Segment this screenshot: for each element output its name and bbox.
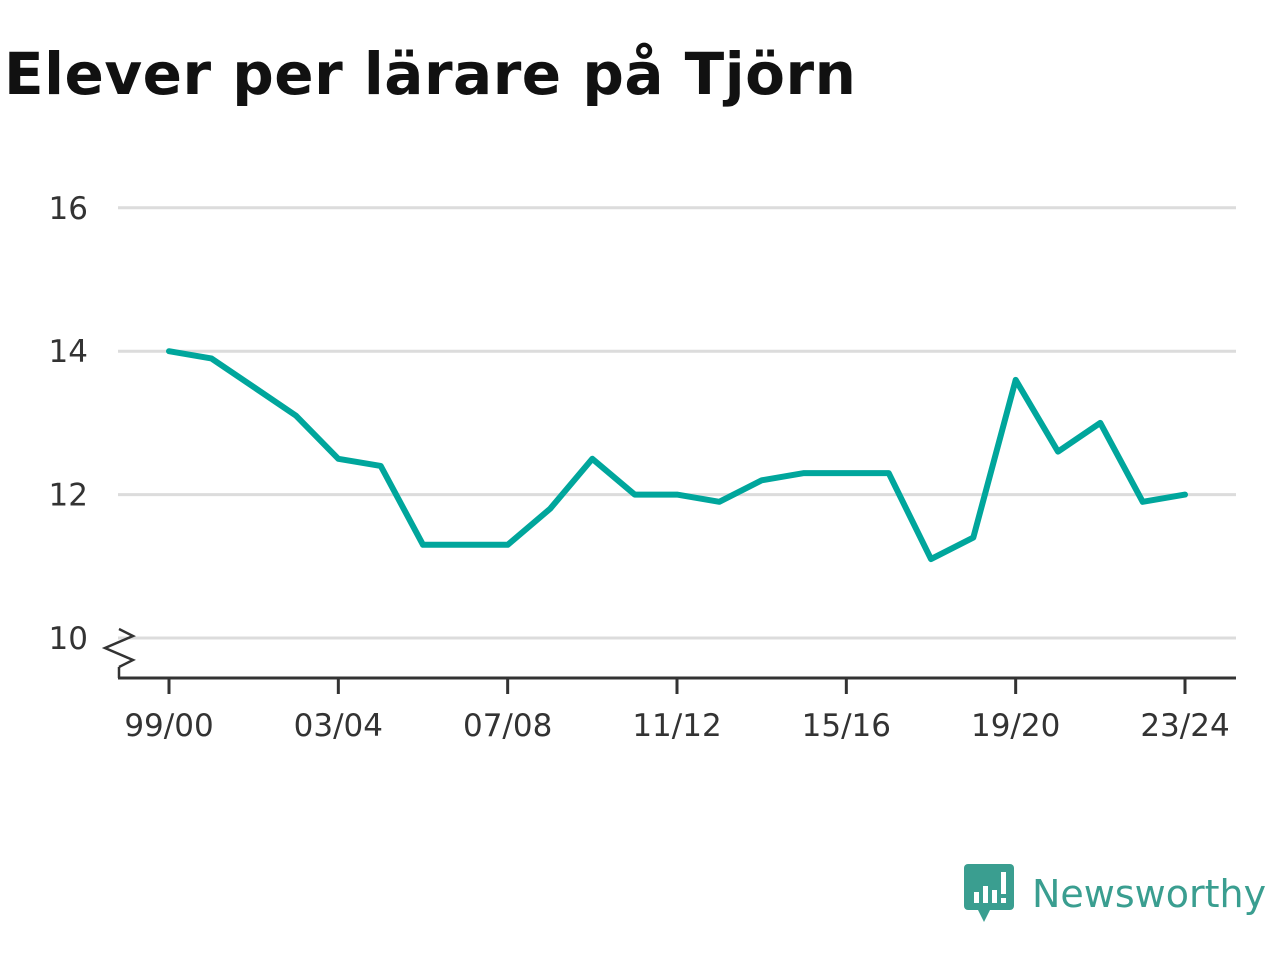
data-series: [166, 348, 1188, 563]
x-tick-label: 07/08: [463, 708, 552, 744]
x-tick-label: 15/16: [802, 708, 891, 744]
brand-logo: Newsworthy: [964, 864, 1266, 924]
y-axis-break-icon: [101, 627, 136, 669]
y-axis-tick-labels: 10 12 14 16: [49, 191, 88, 657]
newsworthy-logo-icon: [964, 864, 1014, 922]
chart-title: Elever per lärare på Tjörn: [4, 40, 857, 108]
x-axis: 99/00 03/04 07/08 11/12 15/16 19/20 23/24: [101, 627, 1236, 744]
series-line: [166, 348, 1188, 563]
y-tick-label: 16: [49, 191, 88, 227]
brand-name: Newsworthy: [1032, 872, 1267, 916]
x-tick-label: 23/24: [1140, 708, 1229, 744]
x-tick-label: 99/00: [124, 708, 213, 744]
x-tick-label: 11/12: [632, 708, 721, 744]
x-tick-label: 03/04: [294, 708, 383, 744]
gridlines: [118, 206, 1236, 640]
y-tick-label: 12: [49, 478, 88, 514]
x-tick-label: 19/20: [971, 708, 1060, 744]
y-tick-label: 10: [49, 621, 88, 657]
y-tick-label: 14: [49, 334, 88, 370]
